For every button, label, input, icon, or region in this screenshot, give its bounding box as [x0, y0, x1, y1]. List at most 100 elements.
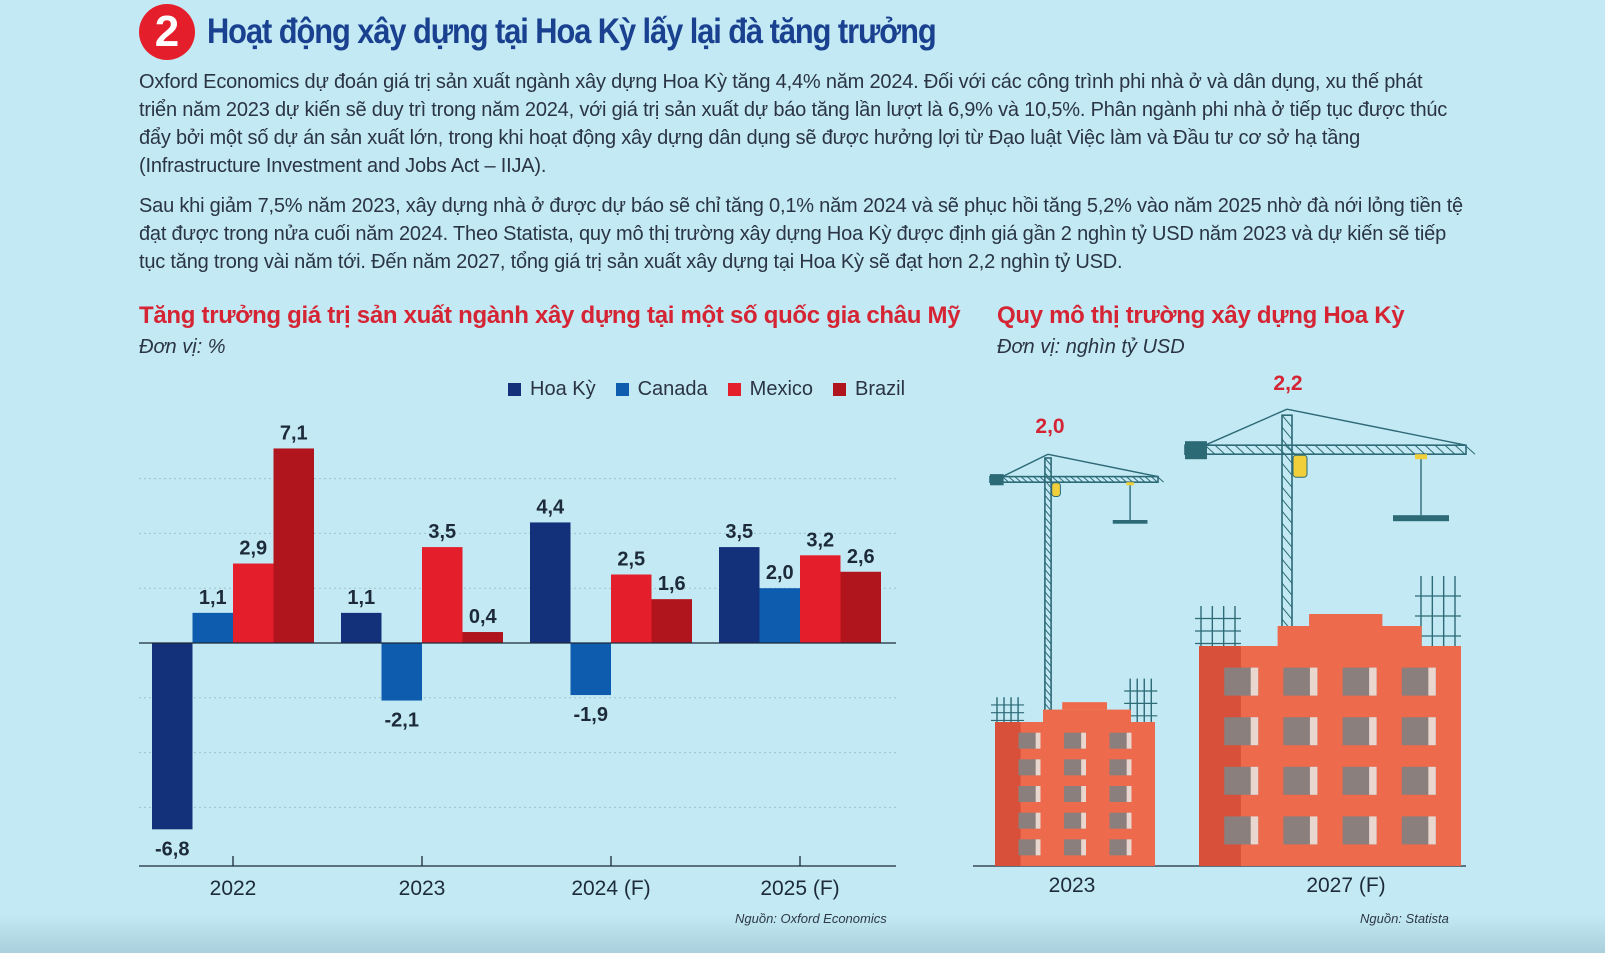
crane-lattice [1454, 444, 1466, 455]
building-window-frame [1369, 717, 1377, 746]
crane-lattice [1281, 474, 1293, 488]
crane-lattice [1044, 651, 1052, 660]
chart1-source: Nguồn: Oxford Economics [735, 911, 887, 926]
bar-value-label: 4,4 [536, 496, 565, 518]
bar-value-label: 2,9 [239, 538, 267, 560]
building-window-frame [1428, 667, 1436, 696]
building-window-frame [1081, 812, 1086, 829]
crane-lattice [1044, 680, 1052, 689]
bar [341, 612, 382, 643]
building-window-frame [1035, 812, 1041, 829]
building-window [1109, 786, 1132, 802]
crane-lattice [1113, 476, 1121, 483]
chart2-source: Nguồn: Statista [1360, 911, 1449, 926]
building-window-frame [1126, 759, 1132, 776]
bar [530, 522, 571, 643]
building-window [1018, 732, 1041, 749]
building-window-frame [1035, 732, 1041, 749]
building-window [1018, 812, 1041, 829]
crane-lattice [1044, 539, 1052, 548]
building-window-frame [1081, 839, 1086, 856]
crane-lattice [1045, 476, 1053, 483]
crane-lattice [1044, 643, 1052, 652]
bar-value-label: -2,1 [385, 710, 419, 732]
crane-lattice [1044, 524, 1052, 533]
bar [192, 612, 233, 643]
crane-cab [1292, 454, 1308, 478]
building-window-frame [1126, 732, 1132, 749]
bar-value-label: 2,6 [847, 546, 875, 568]
x-tick-label: 2022 [210, 877, 257, 900]
crane-lattice [1044, 532, 1052, 541]
crane-lattice [1044, 465, 1052, 474]
crane-lattice [1014, 476, 1022, 483]
crane-lattice [1044, 695, 1052, 704]
crane-lattice [1044, 561, 1052, 570]
building-window [1018, 839, 1041, 856]
chart2-unit: Đơn vị: nghìn tỷ USD [997, 336, 1185, 358]
crane-lattice [1076, 476, 1084, 483]
crane-lattice [1254, 444, 1266, 455]
bar [152, 643, 193, 830]
crane-cab [1051, 482, 1061, 497]
bar [462, 632, 503, 643]
crane-lattice [1039, 476, 1047, 483]
building-window-frame [1428, 766, 1436, 795]
crane-lattice [1304, 444, 1316, 455]
crane-lattice [1364, 444, 1376, 455]
crane-tie [1204, 408, 1288, 446]
bar [800, 555, 841, 643]
building-window-frame [1309, 717, 1318, 746]
bar-value-label: 2,0 [766, 562, 794, 584]
building-window-frame [1250, 717, 1259, 746]
building-window-frame [1309, 766, 1318, 795]
building-window-frame [1369, 816, 1377, 845]
crane-lattice [1082, 476, 1090, 483]
building-window [1064, 759, 1086, 776]
crane-lattice [1281, 534, 1293, 548]
building-window-frame [1126, 839, 1132, 856]
crane-lattice [1281, 486, 1293, 500]
crane-lattice [1214, 444, 1226, 455]
crane-lattice [1344, 444, 1356, 455]
chart2-x-tick-label: 2027 (F) [1306, 874, 1385, 897]
crane-lattice [1150, 476, 1158, 483]
building-window [1064, 786, 1086, 802]
bar-value-label: 1,1 [347, 587, 375, 609]
building-window [1064, 732, 1086, 749]
crane-lattice [1264, 444, 1276, 455]
section-number-badge: 2 [139, 4, 195, 60]
crane-lattice [1044, 599, 1052, 608]
legend-label-hoa-ky: Hoa Kỳ [530, 378, 596, 400]
building-window [1109, 759, 1132, 776]
crane-lattice [1095, 476, 1102, 483]
bar-value-label: 3,5 [428, 521, 456, 543]
crane-lattice [1033, 476, 1040, 483]
chart1-unit: Đơn vị: % [139, 336, 226, 358]
crane-lattice [1132, 476, 1140, 483]
crane-lattice [1044, 509, 1052, 518]
crane-lattice [1281, 498, 1293, 512]
chart1-legend: Hoa Kỳ Canada Mexico Brazil [508, 378, 905, 401]
crane-lattice [1144, 476, 1152, 483]
crane-lattice [1138, 476, 1146, 483]
building-window-frame [1126, 812, 1132, 829]
crane-lattice [1281, 606, 1293, 620]
crane-lattice [1157, 476, 1164, 483]
building-window-frame [1369, 766, 1377, 795]
crane-lattice [1070, 476, 1078, 483]
building-window [1064, 812, 1086, 829]
crane-lattice [1044, 554, 1052, 563]
paragraph-2: Sau khi giảm 7,5% năm 2023, xây dựng nhà… [139, 195, 1463, 273]
legend-item-brazil: Brazil [833, 378, 905, 401]
crane-lattice [1281, 582, 1293, 596]
crane-lattice [1044, 628, 1052, 637]
bar-value-label: 2,5 [617, 549, 645, 571]
bar [759, 588, 800, 643]
crane-lattice [1044, 613, 1052, 623]
crane-lattice [1044, 517, 1052, 526]
crane-lattice [1224, 444, 1236, 455]
crane-lattice [1051, 476, 1059, 483]
crane-lattice [1044, 576, 1052, 585]
crane-lattice [1026, 476, 1034, 483]
